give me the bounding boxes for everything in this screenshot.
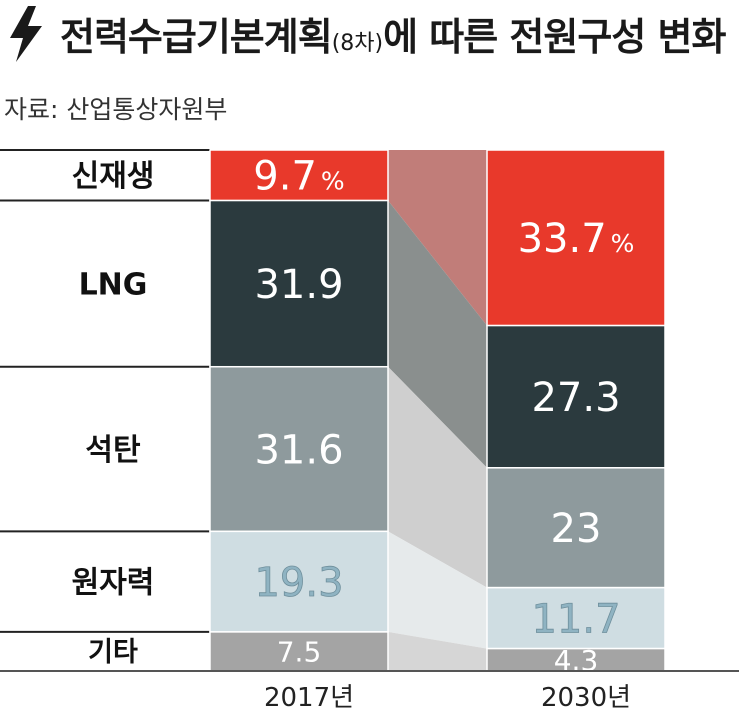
connector-band bbox=[388, 631, 487, 671]
row-label: 석탄 bbox=[85, 433, 141, 468]
value-label: 7.5 bbox=[277, 636, 322, 669]
value-label: 31.9 bbox=[254, 262, 343, 308]
value-label: 23 bbox=[551, 506, 602, 552]
bar-segment bbox=[209, 199, 389, 368]
row-label: LNG bbox=[79, 267, 148, 302]
category-label: 2017년 bbox=[264, 683, 354, 713]
bars bbox=[209, 149, 666, 672]
value-label: 31.6 bbox=[254, 427, 343, 473]
bar-segment bbox=[486, 149, 666, 327]
value-label: 11.7 bbox=[531, 597, 620, 643]
row-label: 신재생 bbox=[72, 159, 155, 194]
bar-segment bbox=[209, 530, 389, 633]
chart-title: 전력수급기본계획(8차)에 따른 전원구성 변화 bbox=[60, 6, 726, 61]
bar-segment bbox=[209, 365, 389, 533]
connector-bands bbox=[388, 150, 487, 671]
lightning-bolt-icon bbox=[10, 6, 42, 62]
connector-band bbox=[388, 531, 487, 649]
value-label: 9.7% bbox=[253, 154, 344, 200]
row-label: 원자력 bbox=[72, 565, 155, 600]
title-paren: (8차) bbox=[331, 31, 384, 56]
connector-band bbox=[388, 200, 487, 468]
bar-segment bbox=[486, 324, 666, 469]
bar-segment bbox=[209, 631, 389, 672]
chart-header: 전력수급기본계획(8차)에 따른 전원구성 변화 bbox=[0, 0, 739, 82]
category-label: 2030년 bbox=[541, 683, 631, 713]
category-labels: 2017년 2030년 bbox=[0, 670, 739, 713]
source-note: 자료: 산업통상자원부 bbox=[4, 95, 228, 124]
title-main: 전력수급기본계획 bbox=[60, 15, 333, 59]
value-label: 27.3 bbox=[531, 375, 620, 421]
title-rest: 에 따른 전원구성 변화 bbox=[383, 15, 726, 59]
connector-band bbox=[388, 150, 487, 326]
value-label: 19.3 bbox=[254, 560, 343, 606]
connector-band bbox=[388, 366, 487, 588]
value-label: 33.7% bbox=[518, 216, 635, 262]
bar-segment bbox=[486, 586, 666, 650]
row-label: 기타 bbox=[88, 637, 138, 668]
